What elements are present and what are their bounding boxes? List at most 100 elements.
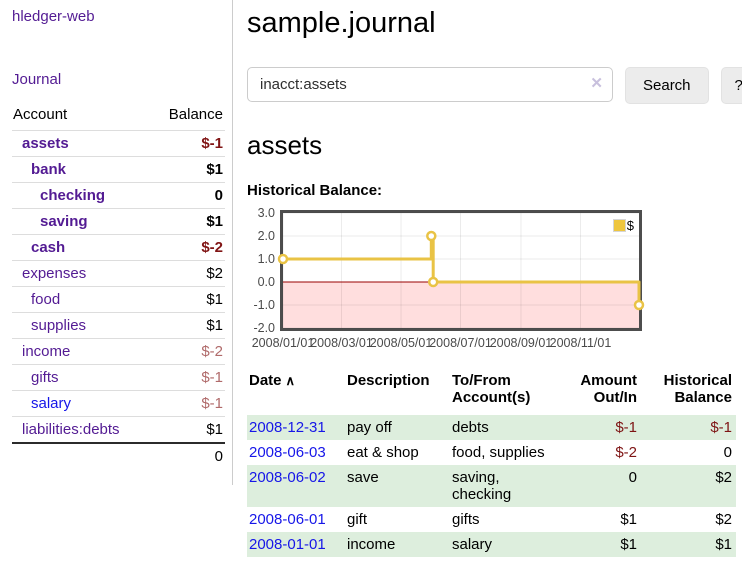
transaction-date-link[interactable]: 2008-06-02 [249,469,326,486]
transaction-description: pay off [347,419,392,436]
legend-label: $ [626,218,634,233]
account-link[interactable]: assets [22,135,69,152]
sort-ascending-icon: ∧ [285,373,296,388]
page-title: sample.journal [247,7,436,39]
account-row: bank $1 [12,156,225,183]
transaction-description: income [347,536,396,553]
account-link[interactable]: liabilities:debts [22,421,120,438]
y-axis-tick-label: 0.0 [257,275,275,289]
register-row: 2008-06-03 eat & shop food, supplies $-2… [247,440,736,465]
account-balance: $2 [151,260,225,287]
search-help-button[interactable]: ? [720,67,742,104]
transaction-date-cell: 2008-06-01 [247,507,345,532]
account-link[interactable]: supplies [31,317,87,334]
account-row: assets $-1 [12,130,225,157]
account-balance: $-1 [151,130,225,157]
transaction-balance: $-1 [710,419,732,436]
register-header-row: Date ∧ Description To/From Account(s) Amo… [247,370,736,415]
date-column-header[interactable]: Date ∧ [249,372,296,389]
y-axis-tick-label: 3.0 [257,206,275,220]
transaction-date-link[interactable]: 2008-12-31 [249,419,326,436]
register-row: 2008-01-01 income salary $1 $1 [247,532,736,557]
account-link[interactable]: checking [40,187,106,204]
chart-point [427,276,439,288]
account-row: cash $-2 [12,234,225,261]
sidebar-nav: Journal [12,71,225,88]
account-cell: food [12,286,152,313]
account-link[interactable]: salary [31,395,72,412]
account-balance: $-2 [151,338,225,365]
transaction-date-cell: 2008-06-02 [247,465,345,507]
account-link[interactable]: cash [31,239,66,256]
transaction-accounts: saving, checking [452,469,512,503]
search-row: ✕ Search ? [247,67,742,104]
account-link[interactable]: food [31,291,61,308]
account-cell: saving [12,208,152,235]
chart-canvas [277,212,645,329]
search-button[interactable]: Search [625,67,709,104]
transaction-date-cell: 2008-12-31 [247,415,345,440]
balance-chart: $ 3.0 2.0 1.0 0.0 -1.0 -2.0 2008/01/01 2008/03/… [247,206,667,352]
negative-region [283,282,639,328]
transaction-amount: $1 [620,536,637,553]
transaction-date-link[interactable]: 2008-06-01 [249,511,326,528]
balance-column-header-register: Historical Balance [663,372,732,406]
account-cell: checking [12,182,152,209]
x-axis-tick-label: 2008/05/01 [369,336,433,350]
search-input[interactable] [247,67,613,102]
account-row: liabilities:debts $1 [12,416,225,443]
accounts-total-spacer [12,442,152,469]
account-link[interactable]: gifts [31,369,59,386]
transaction-description: save [347,469,379,486]
account-link[interactable]: saving [40,213,88,230]
app: hledger-web Journal Account Balance asse… [0,0,742,557]
register-table: Date ∧ Description To/From Account(s) Amo… [247,370,736,557]
sidebar: hledger-web Journal Account Balance asse… [0,0,233,485]
transaction-amount: 0 [628,469,637,486]
sidebar-item-journal[interactable]: Journal [12,71,62,88]
account-cell: salary [12,390,152,417]
transaction-description: eat & shop [347,444,419,461]
account-link[interactable]: bank [31,161,67,178]
account-row: expenses $2 [12,260,225,287]
x-axis-tick-label: 2008/03/01 [310,336,373,350]
account-row: food $1 [12,286,225,313]
balance-column-header: Balance [168,106,223,123]
transaction-amount: $1 [620,511,637,528]
account-cell: bank [12,156,152,183]
register-row: 2008-06-01 gift gifts $1 $2 [247,507,736,532]
transaction-amount: $-2 [615,444,637,461]
account-balance: $-1 [151,364,225,391]
chart-point [633,299,645,311]
account-balance: $-1 [151,390,225,417]
x-axis-tick-label: 2008/11/01 [549,336,612,350]
account-link[interactable]: expenses [22,265,87,282]
account-row: gifts $-1 [12,364,225,391]
transaction-date-link[interactable]: 2008-01-01 [249,536,326,553]
transaction-date-link[interactable]: 2008-06-03 [249,444,326,461]
transaction-date-cell: 2008-06-03 [247,440,345,465]
transaction-accounts: food, supplies [452,444,545,461]
account-link[interactable]: income [22,343,71,360]
account-row: salary $-1 [12,390,225,417]
brand-link[interactable]: hledger-web [12,8,95,25]
account-cell: supplies [12,312,152,339]
chart-point [426,230,437,242]
accounts-total-value: 0 [151,442,225,469]
account-balance: 0 [151,182,225,209]
account-row: supplies $1 [12,312,225,339]
transaction-description: gift [347,511,368,528]
register-row: 2008-12-31 pay off debts $-1 $-1 [247,415,736,440]
chart-title: Historical Balance: [247,182,383,199]
transaction-balance: $2 [715,469,732,486]
clear-search-icon[interactable]: ✕ [590,75,603,92]
account-heading: assets [247,130,323,160]
x-axis-tick-label: 2008/01/01 [251,336,315,350]
chart-point [277,253,289,265]
account-row: income $-2 [12,338,225,365]
x-axis-tick-label: 2008/07/01 [429,336,492,350]
transaction-amount: $-1 [615,419,637,436]
account-cell: income [12,338,152,365]
account-column-header: Account [13,106,68,123]
amount-column-header: Amount Out/In [580,372,637,406]
